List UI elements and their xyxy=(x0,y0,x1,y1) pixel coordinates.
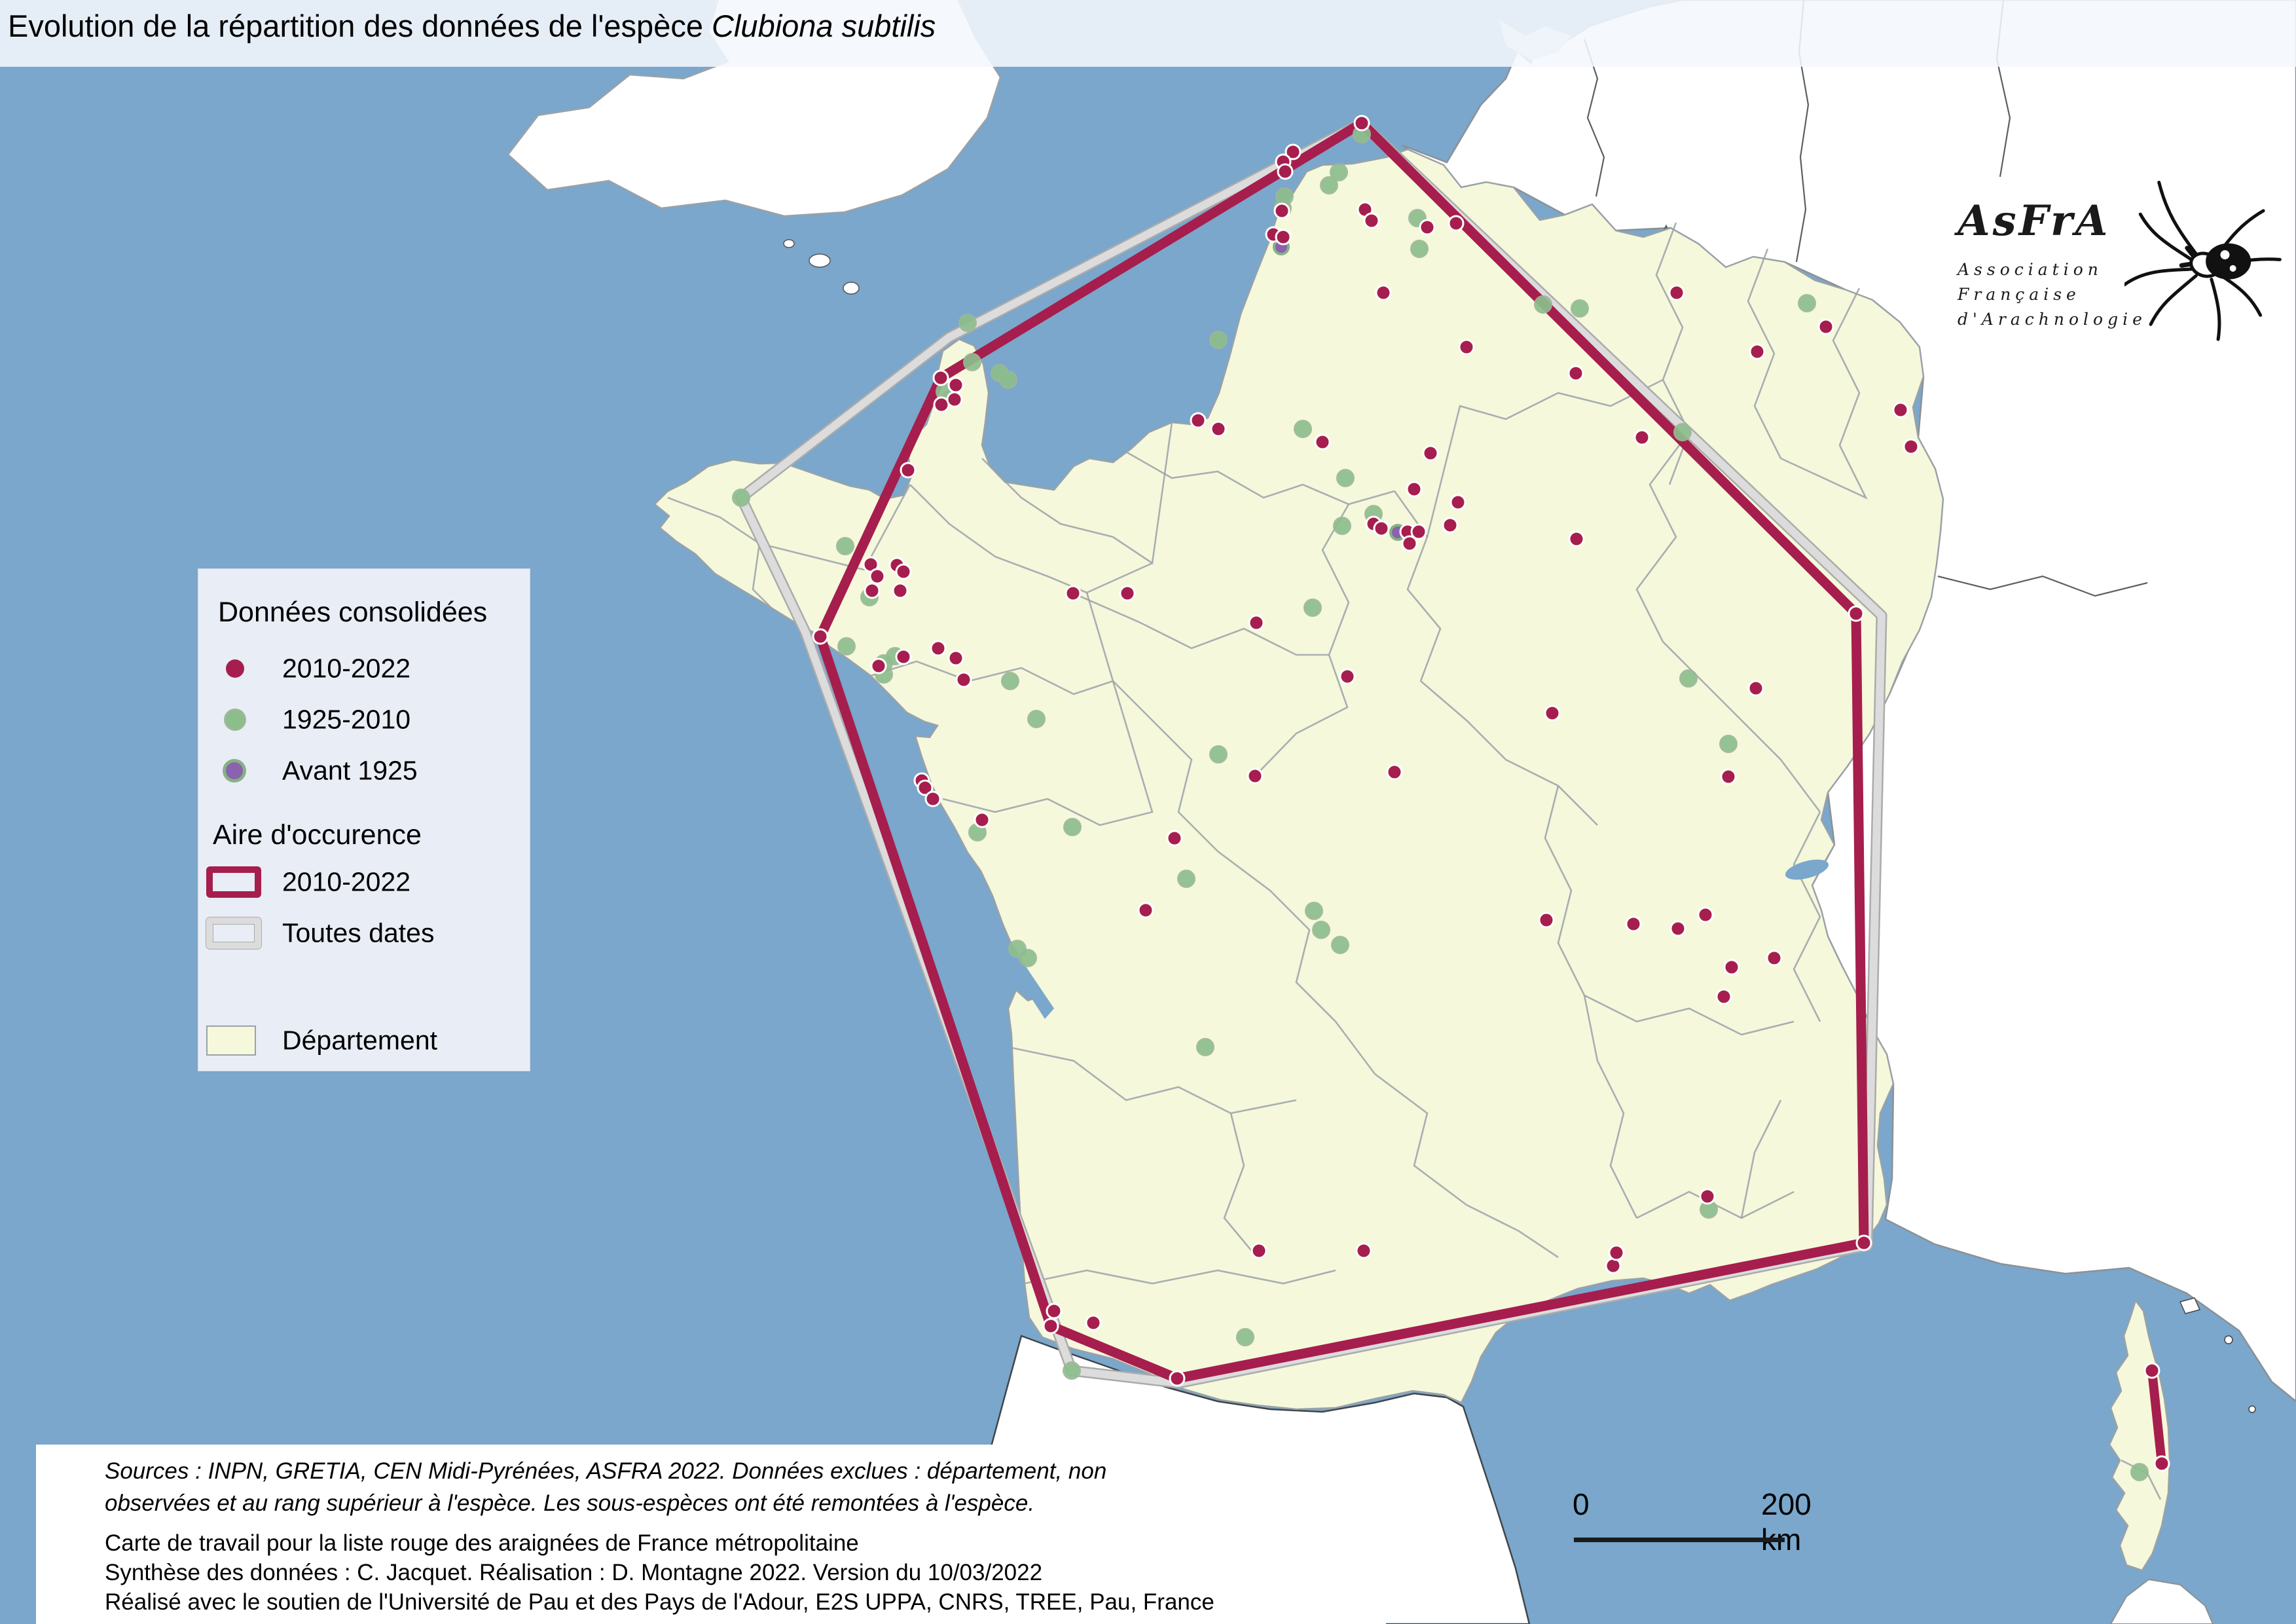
legend-area-label: 2010-2022 xyxy=(282,866,411,897)
gray-area-swatch xyxy=(206,917,261,949)
legend-item-label: 1925-2010 xyxy=(282,704,411,735)
title-text: Evolution de la répartition des données … xyxy=(8,9,712,43)
title-band xyxy=(0,0,2296,67)
legend-consolidated-title: Données consolidées xyxy=(218,597,488,628)
sources-line: Sources : INPN, GRETIA, CEN Midi-Pyrénée… xyxy=(105,1458,1107,1484)
legend-item-label: Avant 1925 xyxy=(282,755,418,786)
credits-line: Synthèse des données : C. Jacquet. Réali… xyxy=(105,1560,1043,1585)
credits-line: Réalisé avec le soutien de l'Université … xyxy=(105,1589,1214,1615)
footer-panel xyxy=(36,1445,1386,1624)
credits-line: Carte de travail pour la liste rouge des… xyxy=(105,1530,859,1556)
sources-note: Sources : INPN, GRETIA, CEN Midi-Pyrénée… xyxy=(105,1455,1106,1519)
legend-department: Département xyxy=(198,1021,530,1060)
asfra-logo: AsFrA Association Française d'Arachnolog… xyxy=(1958,181,2285,367)
scale-bar-line xyxy=(1574,1538,1785,1542)
green-dot-icon xyxy=(226,710,244,729)
legend-area-title: Aire d'occurence xyxy=(213,819,422,851)
asfra-logo-line: Française xyxy=(1958,285,2081,304)
department-swatch xyxy=(206,1025,256,1056)
asfra-logo-line: Association xyxy=(1958,260,2103,279)
purple-dot-icon xyxy=(226,762,243,779)
species-name: Clubiona subtilis xyxy=(712,9,936,43)
legend-item-1925-2010: 1925-2010 xyxy=(198,700,530,739)
legend-item-label: 2010-2022 xyxy=(282,653,411,684)
scale-end-label: 200 km xyxy=(1761,1487,1812,1557)
asfra-logo-subtitle: Association Française d'Arachnologie xyxy=(1958,257,2285,332)
legend-department-label: Département xyxy=(282,1025,438,1056)
map-legend: Données consolidées 2010-2022 1925-2010 … xyxy=(198,568,530,1071)
page-title: Evolution de la répartition des données … xyxy=(8,8,936,44)
legend-item-avant-1925: Avant 1925 xyxy=(198,751,530,790)
legend-item-2010-2022: 2010-2022 xyxy=(198,649,530,688)
spider-icon xyxy=(2124,181,2282,341)
red-dot-icon xyxy=(226,659,244,678)
legend-area-label: Toutes dates xyxy=(282,917,435,948)
asfra-logo-line: d'Arachnologie xyxy=(1958,310,2147,329)
asfra-logo-name: AsFrA xyxy=(1958,196,2111,246)
credits-note: Carte de travail pour la liste rouge des… xyxy=(105,1528,1214,1617)
sources-line: observées et au rang supérieur à l'espèc… xyxy=(105,1490,1035,1516)
legend-area-toutes-dates: Toutes dates xyxy=(198,913,530,953)
scale-start-label: 0 xyxy=(1573,1487,1590,1521)
legend-area-2010-2022: 2010-2022 xyxy=(198,862,530,902)
crimson-area-swatch xyxy=(206,866,261,898)
